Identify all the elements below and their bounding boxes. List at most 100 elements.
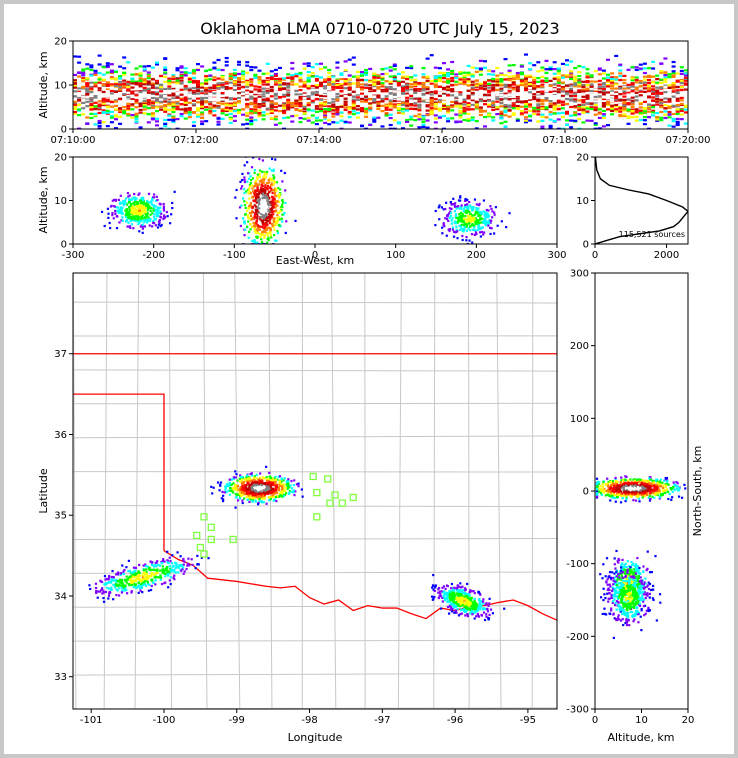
th-density-cell <box>360 124 364 127</box>
th-density-cell <box>630 100 635 104</box>
th-density-cell <box>241 86 246 89</box>
th-density-cell <box>606 84 610 87</box>
th-density-cell <box>601 89 606 93</box>
ew-density-cell <box>142 205 145 208</box>
th-density-cell <box>286 93 291 96</box>
th-density-cell <box>200 100 205 103</box>
th-density-cell <box>671 125 676 128</box>
th-density-cell <box>659 105 664 109</box>
th-density-cell <box>601 114 606 118</box>
th-density-cell <box>577 99 582 102</box>
th-density-cell <box>647 110 651 113</box>
th-density-cell <box>216 58 221 62</box>
th-density-cell <box>237 81 241 84</box>
th-density-cell <box>77 71 82 75</box>
th-density-cell <box>495 66 500 70</box>
th-density-cell <box>134 114 139 117</box>
th-density-cell <box>306 108 311 111</box>
ew-density-cell <box>140 206 143 209</box>
th-density-cell <box>396 121 401 124</box>
th-density-cell <box>130 108 135 111</box>
th-density-cell <box>622 92 627 95</box>
th-density-cell <box>417 90 422 93</box>
ew-density-cell <box>254 241 257 244</box>
th-density-cell <box>130 92 135 95</box>
ew-density-cell <box>263 207 266 210</box>
th-density-cell <box>163 106 168 110</box>
ew-density-cell <box>267 238 270 242</box>
th-density-cell <box>552 68 557 71</box>
ew-density-cell <box>247 177 251 180</box>
th-density-cell <box>335 89 340 92</box>
th-density-cell <box>200 116 205 120</box>
th-density-cell <box>585 110 590 113</box>
th-density-cell <box>663 97 668 100</box>
ew-density-cell <box>129 216 132 220</box>
th-density-cell <box>528 83 533 86</box>
ew-density-cell <box>241 197 245 200</box>
th-density-cell <box>610 107 615 111</box>
th-density-cell <box>355 116 360 119</box>
th-density-cell <box>286 105 291 108</box>
ew-density-cell <box>493 213 496 216</box>
ew-density-cell <box>271 223 274 226</box>
th-density-cell <box>597 108 602 111</box>
ew-density-cell <box>266 208 270 211</box>
th-density-cell <box>589 98 594 101</box>
ew-density-cell <box>246 225 249 228</box>
th-density-cell <box>606 103 610 107</box>
th-density-cell <box>224 113 229 116</box>
th-density-cell <box>478 70 483 73</box>
th-density-cell <box>515 88 520 91</box>
ew-density-cell <box>256 217 259 220</box>
th-density-cell <box>323 121 328 125</box>
th-density-cell <box>73 110 77 114</box>
th-density-cell <box>585 95 590 99</box>
th-density-cell <box>249 123 254 126</box>
ew-density-cell <box>140 217 143 220</box>
th-density-cell <box>421 120 426 124</box>
th-density-cell <box>532 78 537 82</box>
ew-density-cell <box>263 171 266 174</box>
th-density-cell <box>257 85 262 88</box>
ew-density-cell <box>136 212 139 215</box>
th-density-cell <box>384 114 389 117</box>
th-density-cell <box>159 74 164 78</box>
th-density-cell <box>241 96 246 99</box>
th-density-cell <box>339 86 344 90</box>
th-density-cell <box>433 85 438 89</box>
th-density-cell <box>314 85 319 88</box>
th-density-cell <box>626 89 631 92</box>
th-density-cell <box>298 117 303 120</box>
th-xtick-label: 07:18:00 <box>543 135 588 146</box>
th-density-cell <box>175 86 180 89</box>
th-density-cell <box>77 55 82 58</box>
th-density-cell <box>216 106 221 109</box>
th-density-cell <box>425 126 430 129</box>
th-density-cell <box>466 119 471 122</box>
ew-density-cell <box>149 213 152 216</box>
th-density-cell <box>327 101 332 105</box>
ew-density-cell <box>280 203 284 206</box>
th-density-cell <box>519 65 524 68</box>
th-density-cell <box>109 69 114 72</box>
th-density-cell <box>626 86 631 89</box>
th-density-cell <box>126 80 131 84</box>
th-density-cell <box>286 91 291 94</box>
th-density-cell <box>118 89 123 93</box>
th-density-cell <box>466 71 471 74</box>
th-density-cell <box>421 125 426 129</box>
ew-density-cell <box>244 228 247 231</box>
th-density-cell <box>245 118 250 121</box>
ew-density-cell <box>133 197 136 200</box>
th-density-cell <box>638 92 643 96</box>
th-density-cell <box>642 87 647 90</box>
th-density-cell <box>179 88 184 91</box>
th-density-cell <box>314 75 319 78</box>
th-density-cell <box>655 74 660 77</box>
th-density-cell <box>146 71 151 74</box>
th-density-cell <box>265 80 270 83</box>
ew-density-cell <box>263 186 267 189</box>
th-density-cell <box>73 86 77 89</box>
th-density-cell <box>126 107 131 110</box>
